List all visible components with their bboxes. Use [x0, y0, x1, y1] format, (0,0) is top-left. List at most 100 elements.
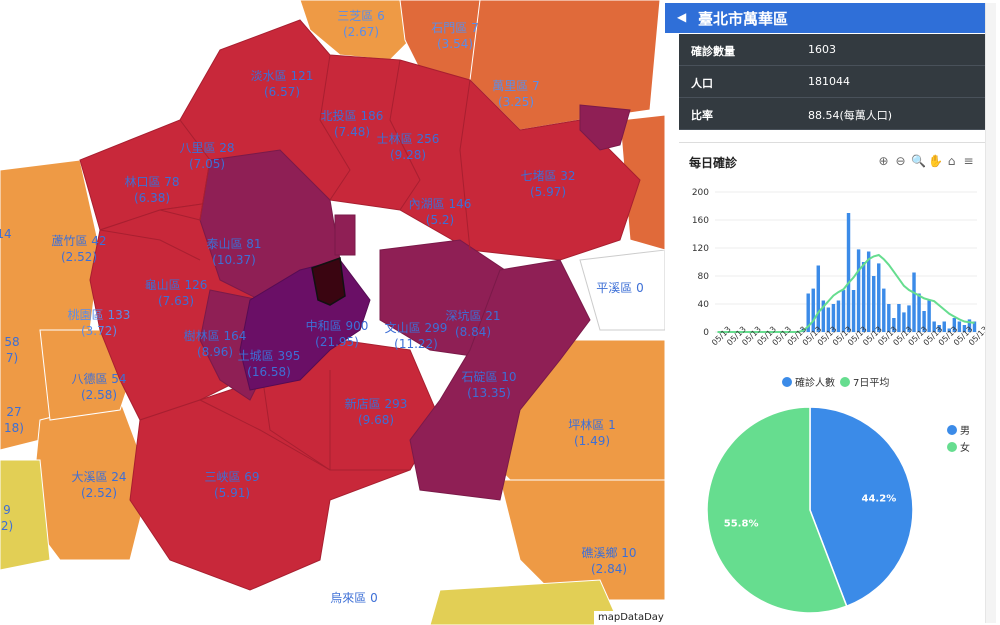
- daily-bar[interactable]: [907, 305, 911, 332]
- panel-scrollbar[interactable]: [985, 3, 996, 623]
- region-orange-bade[interactable]: [39, 329, 131, 421]
- district-label-linkou: 林口區 78 (6.38): [124, 175, 180, 205]
- region-orange-jiaoxi[interactable]: [499, 479, 666, 601]
- daily-bar[interactable]: [877, 263, 881, 332]
- region-purple-small[interactable]: [334, 214, 356, 256]
- region-selected-wanhua[interactable]: [311, 256, 346, 306]
- district-label-sanxia: 三峽區 69 (5.91): [204, 470, 260, 500]
- stats-value: 88.54(每萬人口): [808, 109, 893, 122]
- region-yellow-south[interactable]: [429, 579, 621, 625]
- district-label-shilin: 士林區 256 (9.28): [376, 132, 440, 162]
- district-label-edge-3: 27 18): [4, 405, 24, 435]
- district-info-panel: ◀ 臺北市萬華區 確診數量 1603 人口 181044 比率 88.54(每萬…: [665, 0, 1000, 625]
- daily-bar[interactable]: [902, 312, 906, 332]
- y-tick-label: 160: [692, 216, 709, 226]
- daily-bar[interactable]: [957, 321, 962, 333]
- daily-bar[interactable]: [856, 249, 861, 332]
- zoom-in-icon[interactable]: ⊕: [878, 154, 889, 168]
- pie-slice[interactable]: [706, 406, 848, 614]
- gender-pie-chart[interactable]: 44.2% 55.8% 男女: [665, 405, 985, 620]
- district-label-shiding: 石碇區 10 (13.35): [461, 370, 517, 400]
- daily-bar[interactable]: [947, 328, 952, 333]
- district-label-taoyuan: 桃園區 133 (3.72): [67, 308, 131, 338]
- daily-bar[interactable]: [917, 293, 921, 333]
- daily-bar[interactable]: [831, 304, 836, 332]
- daily-bar[interactable]: [887, 304, 891, 332]
- daily-bar[interactable]: [821, 300, 826, 333]
- panel-title: 臺北市萬華區: [698, 10, 789, 28]
- district-label-neihu: 內湖區 146 (5.2): [408, 197, 472, 227]
- daily-bar[interactable]: [937, 325, 941, 332]
- daily-bar[interactable]: [942, 321, 946, 333]
- district-label-edge-2: 58 7): [4, 335, 20, 365]
- stats-row: 人口 181044: [679, 66, 985, 98]
- region-purple-ne[interactable]: [579, 104, 631, 151]
- stats-label: 比率: [691, 109, 713, 122]
- daily-bar[interactable]: [967, 319, 972, 332]
- legend-label: 女: [960, 441, 970, 454]
- stats-table: 確診數量 1603 人口 181044 比率 88.54(每萬人口): [679, 34, 985, 130]
- daily-bar[interactable]: [811, 288, 815, 332]
- pan-icon[interactable]: ✋: [928, 154, 943, 168]
- district-label-luzhu: 蘆竹區 42 (2.52): [51, 234, 107, 264]
- daily-bar[interactable]: [962, 325, 967, 332]
- daily-bar[interactable]: [897, 304, 901, 332]
- daily-bar[interactable]: [841, 290, 846, 332]
- pie-data-label: 44.2%: [862, 493, 897, 504]
- daily-bar[interactable]: [806, 293, 810, 333]
- avg-line[interactable]: [717, 253, 975, 333]
- daily-bar[interactable]: [912, 272, 916, 333]
- daily-bar[interactable]: [871, 276, 876, 332]
- district-borders: [99, 54, 471, 471]
- pie-legend-item[interactable]: 女: [947, 441, 970, 454]
- home-icon[interactable]: ⌂: [947, 154, 956, 168]
- daily-bar[interactable]: [816, 265, 821, 333]
- daily-bar[interactable]: [932, 321, 936, 333]
- daily-bar[interactable]: [972, 321, 977, 333]
- district-label-pinglin: 坪林區 1 (1.49): [568, 418, 616, 448]
- legend-label: 確診人數: [795, 376, 835, 389]
- daily-cases-chart[interactable]: 0408012016020005/1305/1305/1305/1305/130…: [665, 180, 985, 400]
- daily-bar[interactable]: [851, 290, 856, 332]
- region-purple-shiding[interactable]: [409, 259, 591, 501]
- menu-icon[interactable]: ≡: [963, 154, 974, 168]
- daily-bar[interactable]: [861, 262, 866, 332]
- district-label-qidu: 七堵區 32 (5.97): [520, 169, 576, 199]
- stats-value: 181044: [808, 75, 850, 88]
- stats-row: 確診數量 1603: [679, 34, 985, 66]
- legend-marker: [947, 425, 957, 435]
- district-label-sanzhi: 三芝區 6 (2.67): [337, 9, 385, 39]
- daily-bar[interactable]: [922, 311, 926, 332]
- daily-bar[interactable]: [836, 300, 841, 333]
- region-yellow-sw[interactable]: [0, 459, 51, 571]
- zoom-out-icon[interactable]: ⊖: [895, 154, 906, 168]
- district-label-wenshan: 文山區 299 (11.22): [384, 321, 448, 351]
- stats-row: 比率 88.54(每萬人口): [679, 98, 985, 130]
- chevron-left-icon[interactable]: ◀: [677, 10, 687, 24]
- district-label-edge-1: 14: [0, 227, 12, 241]
- pie-slice[interactable]: [809, 406, 914, 608]
- legend-marker: [782, 377, 792, 387]
- district-label-guishan: 龜山區 126 (7.63): [144, 278, 208, 308]
- daily-bar[interactable]: [882, 288, 886, 332]
- zoom-select-icon[interactable]: 🔍: [911, 154, 926, 168]
- panel-titlebar: ◀ 臺北市萬華區: [665, 3, 995, 33]
- daily-bar[interactable]: [952, 318, 957, 332]
- district-label-edge-4: 9 2): [0, 503, 14, 533]
- pie-legend-item[interactable]: 男: [947, 425, 970, 437]
- district-label-wulai: 烏來區 0: [330, 591, 378, 605]
- daily-bar[interactable]: [927, 300, 931, 333]
- daily-bar[interactable]: [866, 251, 871, 333]
- chart-legend[interactable]: 確診人數 7日平均: [782, 376, 889, 389]
- daily-bar[interactable]: [892, 318, 896, 332]
- district-label-taishan: 泰山區 81 (10.37): [206, 237, 262, 267]
- stats-label: 確診數量: [691, 45, 735, 58]
- pie-data-label: 55.8%: [724, 519, 759, 530]
- y-tick-label: 0: [703, 328, 709, 338]
- map-attribution[interactable]: mapDataDay: [594, 611, 664, 625]
- daily-bar[interactable]: [826, 307, 831, 333]
- legend-marker: [840, 377, 850, 387]
- district-label-tamsui: 淡水區 121 (6.57): [250, 69, 314, 99]
- district-label-pingxi: 平溪區 0: [596, 281, 644, 295]
- daily-bar[interactable]: [846, 213, 851, 332]
